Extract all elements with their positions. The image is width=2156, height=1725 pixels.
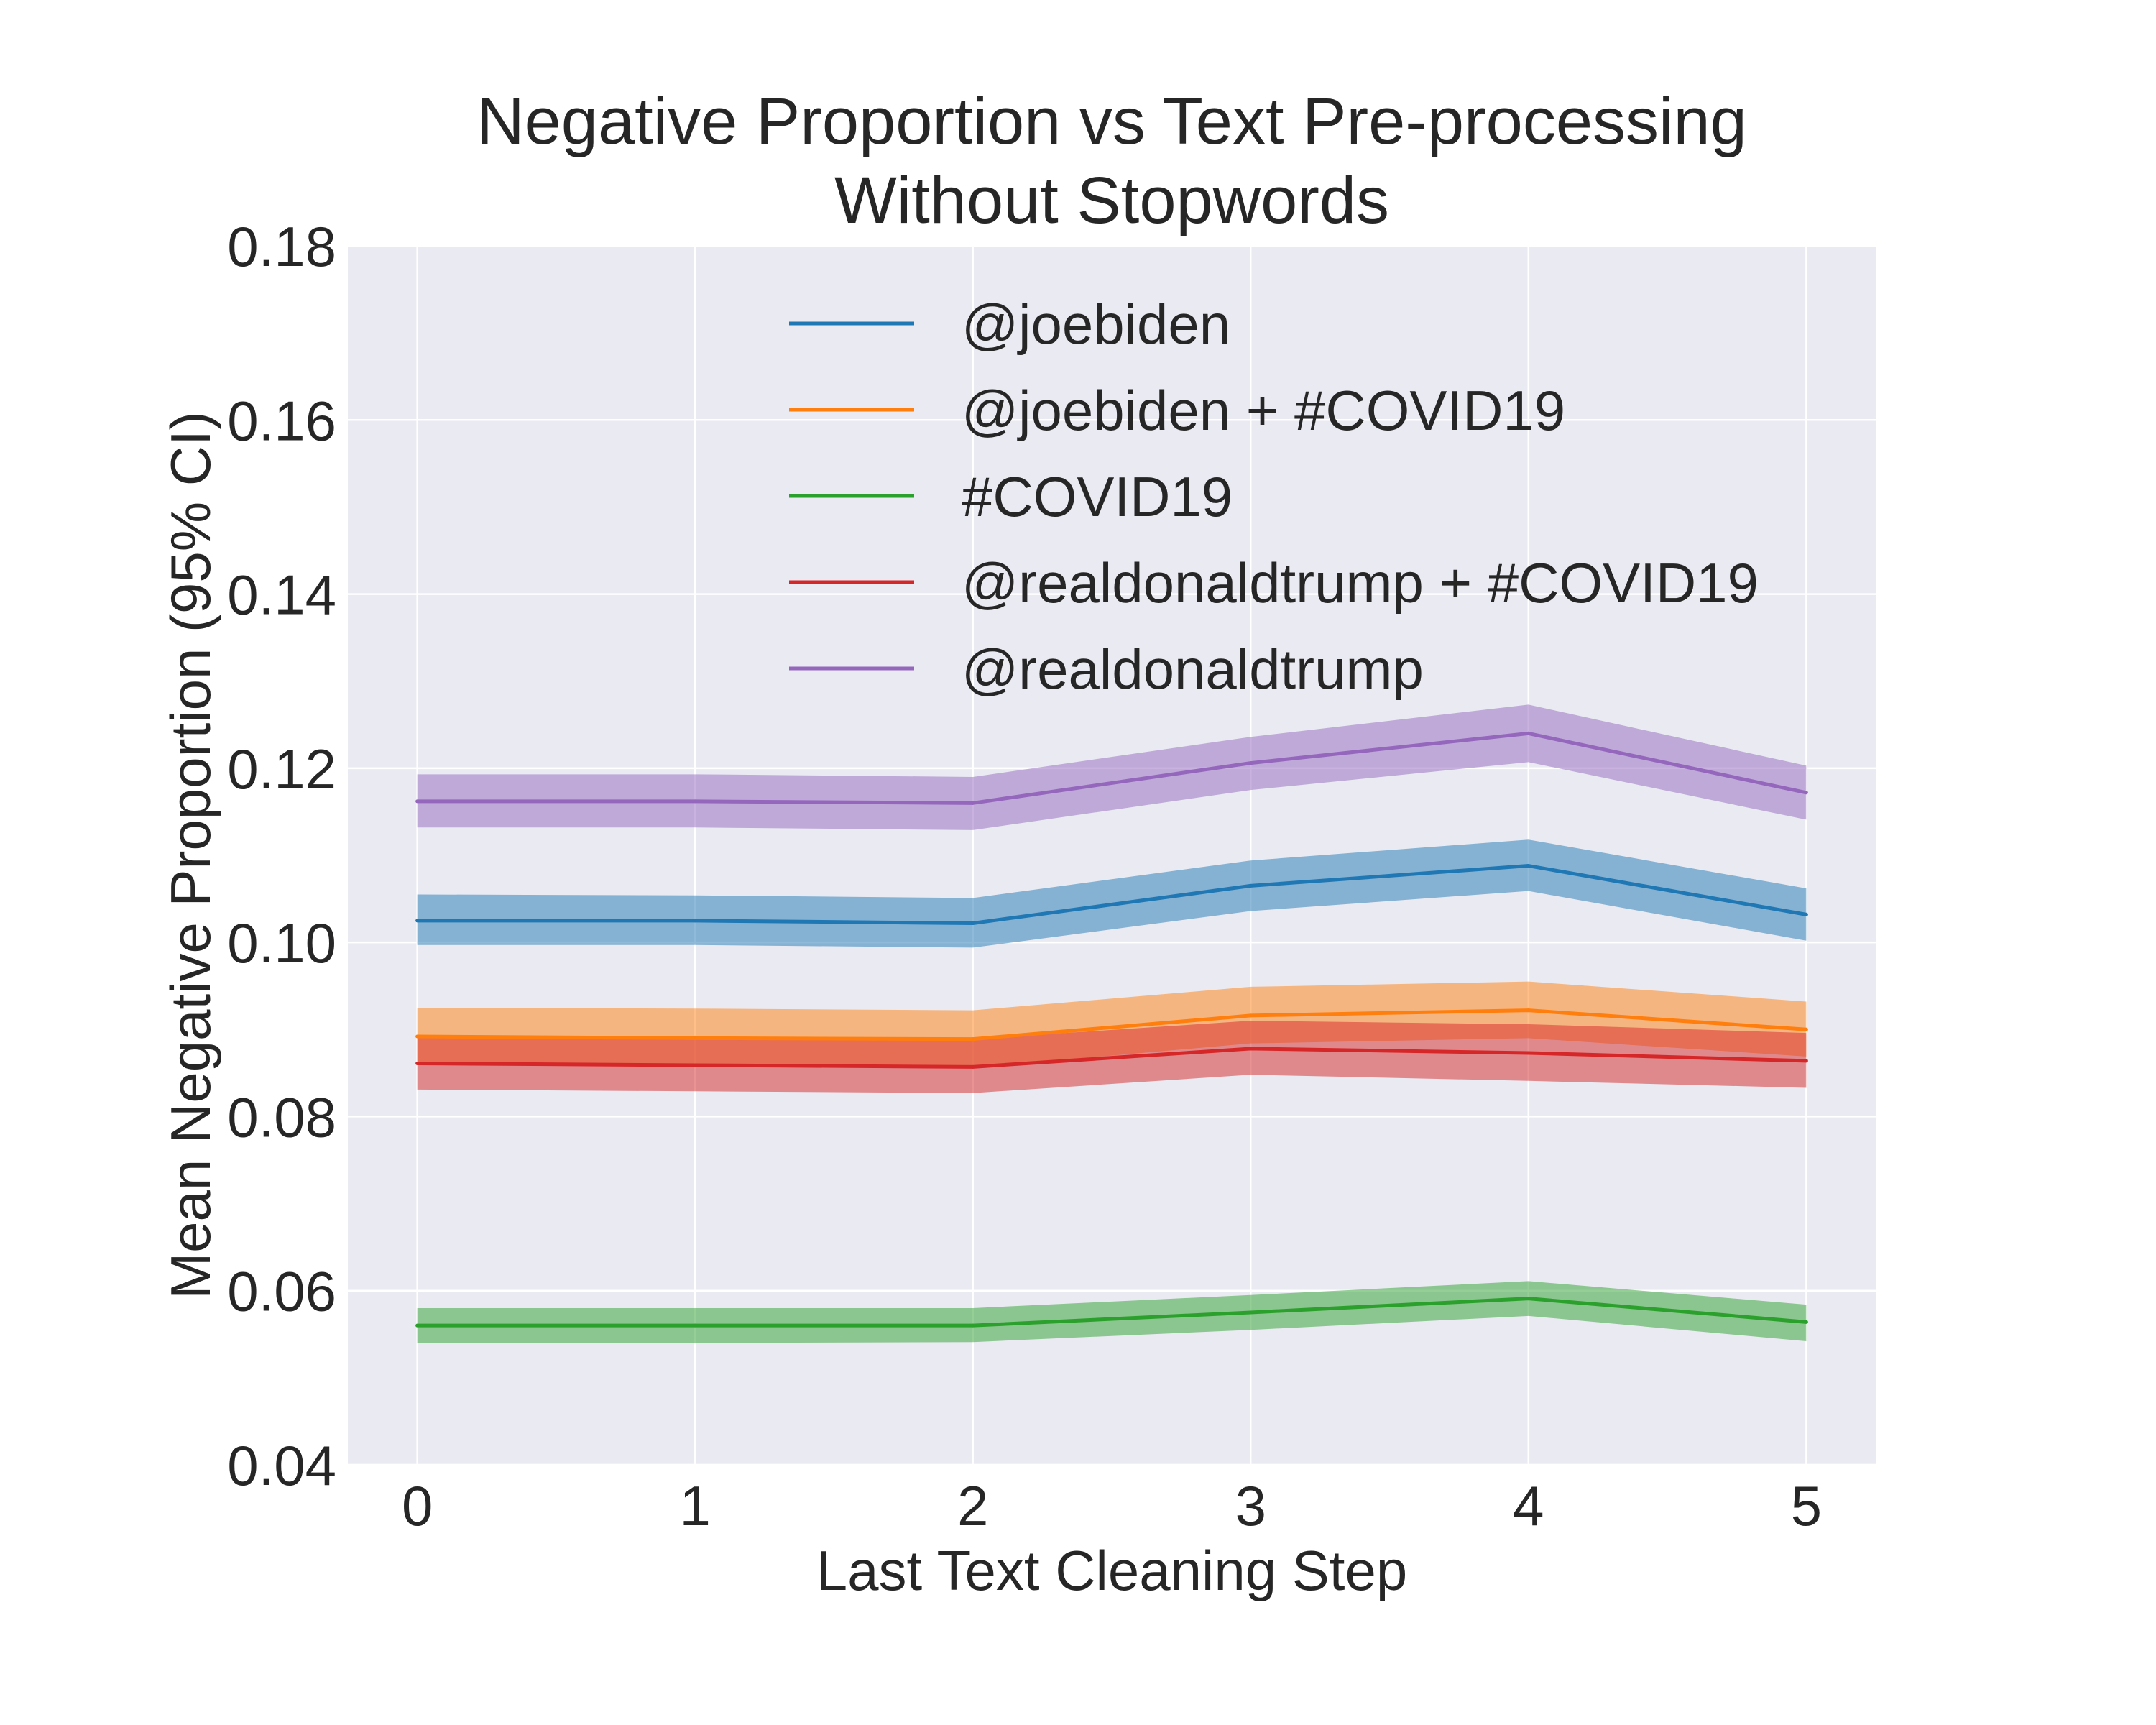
x-tick-label: 1 <box>679 1474 710 1537</box>
data-point <box>971 921 975 925</box>
data-point <box>415 1323 420 1328</box>
data-point <box>1526 1008 1531 1013</box>
data-point <box>971 801 975 805</box>
data-point <box>1248 1310 1253 1315</box>
data-point <box>693 1323 697 1328</box>
data-point <box>415 1062 420 1066</box>
x-axis-label: Last Text Cleaning Step <box>816 1539 1407 1602</box>
x-tick-label: 3 <box>1235 1474 1266 1537</box>
series-lines <box>415 731 1808 1328</box>
data-point <box>1248 761 1253 765</box>
ci-band <box>417 704 1807 830</box>
data-point <box>415 799 420 804</box>
chart-title: Negative Proportion vs Text Pre-processi… <box>476 85 1747 158</box>
data-point <box>1526 731 1531 735</box>
y-axis-label: Mean Negative Proportion (95% CI) <box>159 411 222 1300</box>
series-line <box>417 1008 1807 1041</box>
y-tick-label: 0.08 <box>227 1085 336 1149</box>
data-point <box>693 1036 697 1040</box>
y-tick-label: 0.10 <box>227 911 336 975</box>
x-tick-label: 4 <box>1513 1474 1544 1537</box>
data-point <box>1526 1051 1531 1055</box>
data-point <box>1804 1059 1808 1063</box>
series-line <box>417 731 1807 805</box>
data-point <box>693 1063 697 1067</box>
data-point <box>693 919 697 923</box>
data-point <box>415 1034 420 1039</box>
x-tick-label: 2 <box>957 1474 988 1537</box>
data-point <box>415 919 420 923</box>
data-point <box>1804 791 1808 795</box>
legend-label: @joebiden + #COVID19 <box>962 379 1565 442</box>
series-line <box>417 1297 1807 1328</box>
data-point <box>1248 1013 1253 1018</box>
ci-band <box>417 1281 1807 1343</box>
legend: @joebiden @joebiden + #COVID19 #COVID19 @re… <box>789 293 1759 701</box>
data-point <box>1804 1320 1808 1324</box>
y-tick-label: 0.14 <box>227 564 336 627</box>
tick-labels: 0 1 2 3 4 5 0.04 0.06 0.08 0.10 0.12 0.14 0.16 0.18 <box>227 215 1822 1537</box>
legend-label: @joebiden <box>962 293 1230 356</box>
plot-area <box>348 246 1876 1465</box>
x-tick-label: 5 <box>1791 1474 1822 1537</box>
data-point <box>971 1064 975 1069</box>
chart-subtitle: Without Stopwords <box>834 164 1389 237</box>
data-point <box>1248 1046 1253 1051</box>
legend-label: @realdonaldtrump <box>962 638 1424 701</box>
data-point <box>1248 883 1253 888</box>
legend-label: #COVID19 <box>962 465 1233 528</box>
data-point <box>971 1323 975 1328</box>
data-point <box>1804 1027 1808 1031</box>
y-tick-label: 0.18 <box>227 215 336 278</box>
series-line <box>417 864 1807 925</box>
x-tick-label: 0 <box>402 1474 433 1537</box>
y-tick-label: 0.06 <box>227 1260 336 1323</box>
data-point <box>1804 912 1808 916</box>
data-point <box>1526 864 1531 868</box>
y-tick-label: 0.04 <box>227 1434 336 1497</box>
y-tick-label: 0.16 <box>227 389 336 452</box>
y-tick-label: 0.12 <box>227 737 336 801</box>
data-point <box>1526 1297 1531 1301</box>
legend-label: @realdonaldtrump + #COVID19 <box>962 551 1759 615</box>
data-point <box>693 799 697 804</box>
series-line <box>417 1046 1807 1069</box>
data-point <box>971 1037 975 1041</box>
